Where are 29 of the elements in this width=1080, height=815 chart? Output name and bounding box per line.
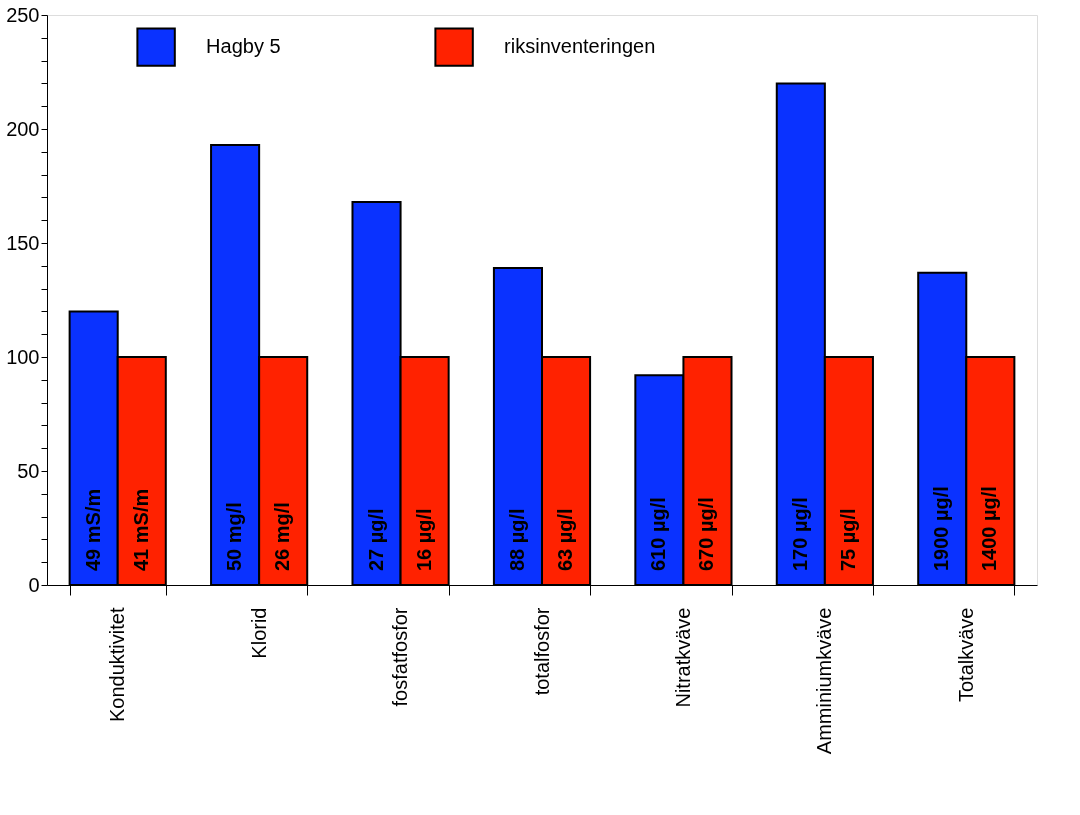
y-tick-label: 50 [17,459,40,482]
x-tick-label: Klorid [247,607,270,659]
x-tick-label: Totalkväve [954,607,977,702]
annotation: 1900 µg/l [930,486,953,571]
legend-label: riksinventeringen [504,35,656,58]
annotation: 26 mg/l [271,502,294,571]
y-tick-label: 0 [28,573,40,596]
annotation: 63 µg/l [554,508,577,571]
annotation: 16 µg/l [412,508,435,571]
annotation: 170 µg/l [788,497,811,571]
y-tick-label: 100 [6,345,40,368]
annotation: 1400 µg/l [978,486,1001,571]
annotation: 88 µg/l [505,508,528,571]
annotation: 50 mg/l [223,502,246,571]
annotation: 75 µg/l [836,508,859,571]
legend-label: Hagby 5 [206,35,281,58]
y-tick-label: 250 [6,3,40,26]
x-tick-label: fosfatfosfor [389,607,412,707]
x-tick-label: Amminiumkväve [813,607,836,755]
annotation: 41 mS/m [129,488,152,571]
annotation: 670 µg/l [695,497,718,571]
annotation: 27 µg/l [364,508,387,571]
y-tick-label: 200 [6,117,40,140]
x-tick-label: Nitratkväve [671,607,694,708]
y-tick-label: 150 [6,231,40,254]
annotation: 49 mS/m [81,488,104,571]
annotation: 610 µg/l [647,497,670,571]
x-tick-label: Konduktivitet [106,607,129,723]
x-tick-label: totalfosfor [530,607,553,696]
